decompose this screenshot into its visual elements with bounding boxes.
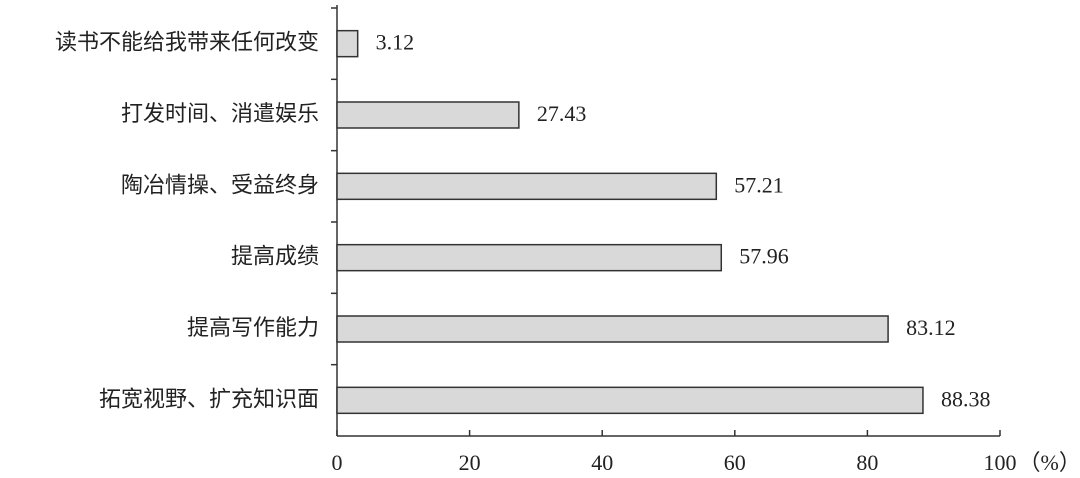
x-tick-label: 80 [856,450,878,475]
value-label: 83.12 [906,315,956,340]
value-label: 88.38 [941,386,991,411]
value-label: 57.96 [739,244,789,269]
bar [336,172,718,201]
x-tick-label: 20 [459,450,481,475]
bar [336,243,723,272]
y-tick-label: 提高成绩 [231,244,319,269]
x-tick-label: 0 [332,450,343,475]
value-label: 57.21 [734,172,784,197]
x-tick-label: 40 [591,450,613,475]
y-tick-label: 打发时间、消遣娱乐 [121,101,319,126]
x-tick-label: 60 [724,450,746,475]
value-label: 27.43 [537,101,587,126]
bar [336,29,359,58]
y-tick-label: 读书不能给我带来任何改变 [55,30,319,55]
value-label: 3.12 [376,30,415,55]
x-tick-label: 100 [984,450,1017,475]
bar [336,101,520,129]
bar [336,386,924,415]
y-tick-label: 提高写作能力 [187,315,319,340]
bar [336,315,889,343]
y-tick-label: 拓宽视野、扩充知识面 [99,386,319,411]
y-tick-label: 陶冶情操、受益终身 [121,172,319,197]
x-axis-unit: （%） [1019,450,1080,475]
